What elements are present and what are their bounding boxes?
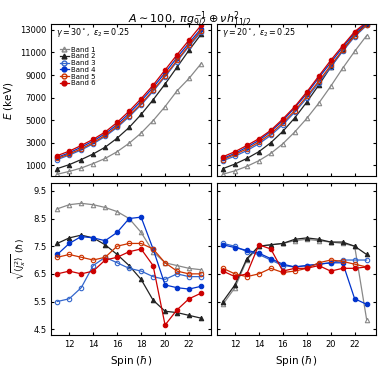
X-axis label: Spin ($\hbar$): Spin ($\hbar$) <box>110 354 152 368</box>
Y-axis label: $E$ (keV): $E$ (keV) <box>2 81 14 120</box>
X-axis label: Spin ($\hbar$): Spin ($\hbar$) <box>276 354 318 368</box>
Text: $A \sim 100,\; \pi g_{9/2}^{-1} \oplus \nu h_{11/2}^{2}$: $A \sim 100,\; \pi g_{9/2}^{-1} \oplus \… <box>128 9 252 29</box>
Text: $\gamma = 20^\circ,\; \varepsilon_2 = 0.25$: $\gamma = 20^\circ,\; \varepsilon_2 = 0.… <box>222 26 295 39</box>
Text: $\gamma = 30^\circ,\; \varepsilon_2 = 0.25$: $\gamma = 30^\circ,\; \varepsilon_2 = 0.… <box>56 26 130 39</box>
Y-axis label: $\sqrt{\langle j_x^2 \rangle}$ $(\hbar)$: $\sqrt{\langle j_x^2 \rangle}$ $(\hbar)$ <box>9 238 28 279</box>
Legend: Band 1, Band 2, Band 3, Band 4, Band 5, Band 6: Band 1, Band 2, Band 3, Band 4, Band 5, … <box>60 46 96 87</box>
